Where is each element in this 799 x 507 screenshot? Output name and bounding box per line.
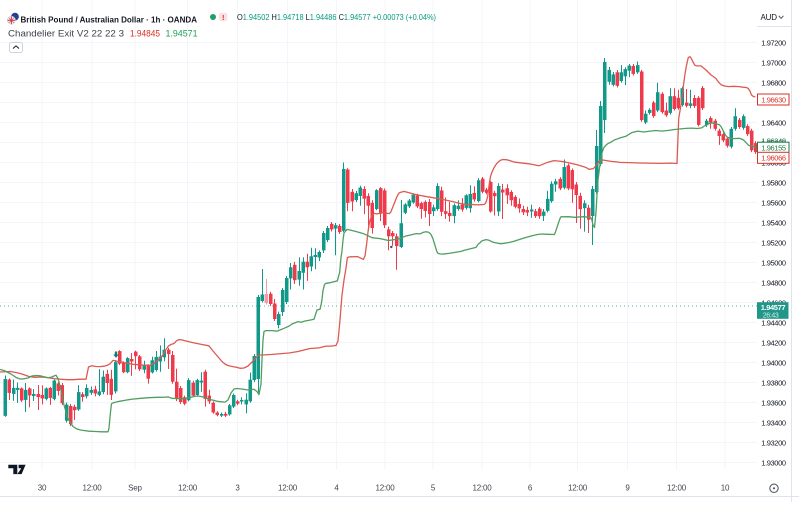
svg-text:9: 9: [625, 484, 630, 493]
svg-text:1.95600: 1.95600: [761, 198, 786, 207]
svg-text:1.96800: 1.96800: [761, 78, 786, 87]
svg-text:3: 3: [235, 484, 240, 493]
svg-text:1.94577: 1.94577: [761, 303, 786, 312]
svg-text:1.97200: 1.97200: [761, 38, 786, 47]
svg-text:1.93400: 1.93400: [761, 418, 786, 427]
svg-text:1.93800: 1.93800: [761, 378, 786, 387]
svg-text:1.96155: 1.96155: [761, 144, 786, 153]
svg-text:1.95000: 1.95000: [761, 258, 786, 267]
svg-text:1.95800: 1.95800: [761, 178, 786, 187]
svg-text:1.96240: 1.96240: [761, 136, 786, 145]
svg-text:British Pound / Australian Dol: British Pound / Australian Dollar · 1h ·…: [21, 15, 198, 25]
svg-text:1.94000: 1.94000: [761, 358, 786, 367]
svg-text:1.94200: 1.94200: [761, 338, 786, 347]
svg-text:12:00: 12:00: [667, 484, 687, 493]
svg-text:1.94400: 1.94400: [761, 318, 786, 327]
svg-text:1.94800: 1.94800: [761, 278, 786, 287]
svg-text:O1.94502 H1.94718 L1.94486 C1.: O1.94502 H1.94718 L1.94486 C1.94577 +0.0…: [237, 13, 436, 22]
svg-text:10: 10: [721, 484, 730, 493]
svg-text:1.93600: 1.93600: [761, 398, 786, 407]
svg-text:1.94571: 1.94571: [166, 29, 198, 39]
svg-text:6: 6: [528, 484, 533, 493]
svg-text:1.96066: 1.96066: [761, 154, 786, 163]
svg-text:1.97000: 1.97000: [761, 58, 786, 67]
svg-text:12:00: 12:00: [472, 484, 492, 493]
svg-text:12:00: 12:00: [278, 484, 298, 493]
svg-text:1.93000: 1.93000: [761, 458, 786, 467]
svg-text:!: !: [222, 13, 225, 22]
svg-text:12:00: 12:00: [568, 484, 588, 493]
svg-text:AUD: AUD: [761, 13, 778, 22]
svg-text:1.96400: 1.96400: [761, 118, 786, 127]
svg-text:12:00: 12:00: [178, 484, 198, 493]
svg-text:12:00: 12:00: [82, 484, 102, 493]
svg-text:1.93200: 1.93200: [761, 438, 786, 447]
svg-text:26:43: 26:43: [763, 313, 779, 320]
svg-text:1.94845: 1.94845: [130, 29, 160, 39]
svg-text:4: 4: [334, 484, 339, 493]
svg-text:1.95400: 1.95400: [761, 218, 786, 227]
svg-text:12:00: 12:00: [375, 484, 395, 493]
svg-text:Chandelier Exit V2 22 22 3: Chandelier Exit V2 22 22 3: [8, 29, 124, 39]
svg-text:Sep: Sep: [128, 484, 142, 493]
svg-text:1.95200: 1.95200: [761, 238, 786, 247]
svg-text:5: 5: [431, 484, 436, 493]
svg-text:1.96630: 1.96630: [761, 95, 786, 104]
svg-text:30: 30: [38, 484, 47, 493]
